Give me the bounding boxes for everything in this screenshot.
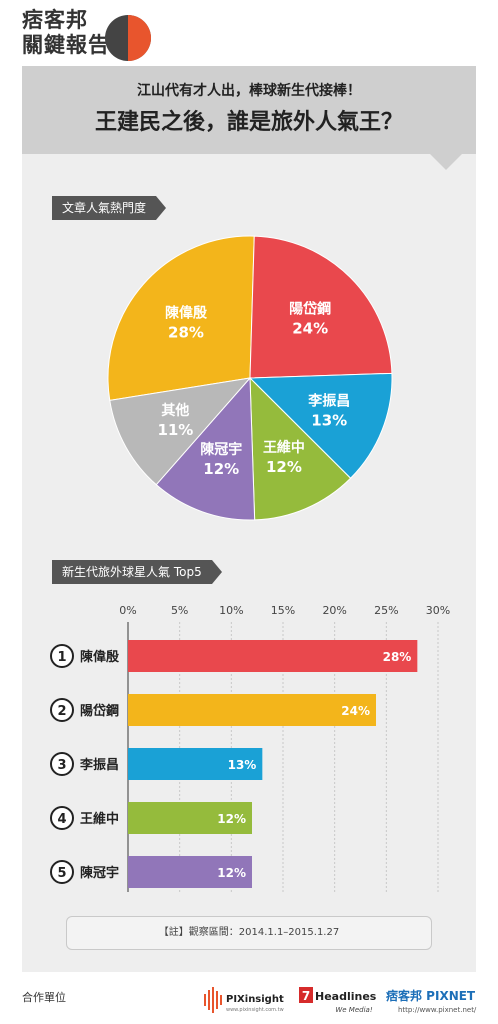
rank-badge [50,860,74,884]
bar [128,856,252,888]
bar-value-label: 12% [217,866,246,880]
rank-number: 2 [57,704,66,719]
pie-slice [248,372,393,479]
page-title: 王建民之後，誰是旅外人氣王？ [94,110,403,135]
rank-number: 5 [57,866,66,881]
bar-section-label: 新生代旅外球星人氣 Top5 [52,560,222,584]
x-tick-label: 30% [426,604,450,617]
pie-slice-label: 陳偉殷 [165,305,208,322]
pie-slice-label: 陳冠宇 [200,441,242,458]
rank-badge [50,806,74,830]
bar [128,748,263,780]
bar [128,694,376,726]
brand-line-2: 關鍵報告 [22,33,110,57]
pie-slice-value: 24% [292,320,328,338]
pie-slice [249,376,352,521]
pie-slice [249,235,393,379]
partner-name: 痞客邦 PIXNET [386,988,476,1003]
partner-tagline: http://www.pixnet.net/ [398,1006,477,1014]
rank-badge [50,752,74,776]
partner-logo-7headlines: 7 Headlines We Media! [299,987,377,1014]
x-tick-label: 25% [374,604,398,617]
pie-slice [107,235,255,401]
bar-value-label: 13% [228,758,257,772]
rank-badge [50,698,74,722]
bar [128,802,252,834]
pie-section-label: 文章人氣熱門度 [52,196,167,220]
rank-number: 4 [57,812,66,827]
pie-slice-label: 陽岱鋼 [289,301,331,318]
svg-text:7: 7 [302,989,310,1003]
partner-name-suffix: Headlines [315,990,377,1003]
rank-badge [50,644,74,668]
partner-name: PIXinsight [226,994,284,1005]
pie-slice-label: 李振昌 [307,392,350,409]
pie-slice-value: 28% [168,324,204,342]
pie-slice-label: 王維中 [263,439,305,456]
footer-label: 合作單位 [22,991,66,1004]
rank-number: 3 [57,758,66,773]
pie-slice-value: 12% [266,458,302,476]
x-tick-label: 10% [219,604,243,617]
pie-slice-value: 13% [311,411,347,429]
brand-pie-icon [105,15,151,61]
bar-category-label: 王維中 [80,811,119,827]
bar-value-label: 24% [341,704,370,718]
bar [128,640,418,672]
pie-chart: 陳偉殷 28% 陽岱鋼 24% 李振昌 13% 王維中 12% 陳冠宇 12% 其他 11% [107,235,393,521]
bar-category-label: 陽岱鋼 [80,703,119,719]
subtitle: 江山代有才人出，棒球新生代接棒！ [137,83,361,99]
pie-slice [155,376,256,521]
partner-logo-pixinsight: PIXinsight www.pixinsight.com.tw [204,987,284,1013]
pie-slice-label: 其他 [161,402,189,419]
partner-tagline: www.pixinsight.com.tw [226,1007,284,1013]
pie-slice [109,377,252,486]
bar-chart: 0% 5% 10% 15% 20% 25% 30% 1 陳偉殷 28% 2 陽岱鋼 24% 3 李振昌 13%… [50,604,450,892]
x-tick-label: 5% [171,604,188,617]
x-tick-label: 15% [271,604,295,617]
pie-slice-value: 11% [157,421,193,439]
bar-category-label: 陳冠宇 [80,865,119,881]
x-tick-label: 20% [322,604,346,617]
pie-slice-value: 12% [203,460,239,478]
title-notch [430,154,462,170]
partner-logo-pixnet: 痞客邦 PIXNET http://www.pixnet.net/ [386,988,477,1014]
brand-logo: 痞客邦 關鍵報告 [22,8,151,62]
x-tick-label: 0% [119,604,136,617]
bar-value-label: 28% [383,650,412,664]
bar-category-label: 陳偉殷 [80,649,120,665]
bar-value-label: 12% [217,812,246,826]
brand-text: 痞客邦 關鍵報告 [22,8,110,58]
observation-note: 【註】觀察區間：2014.1.1–2015.1.27 [66,916,432,950]
brand-line-1: 痞客邦 [22,8,88,32]
title-band [22,66,476,154]
rank-number: 1 [57,650,66,665]
bar-category-label: 李振昌 [79,757,119,773]
partner-tagline: We Media! [335,1006,372,1014]
